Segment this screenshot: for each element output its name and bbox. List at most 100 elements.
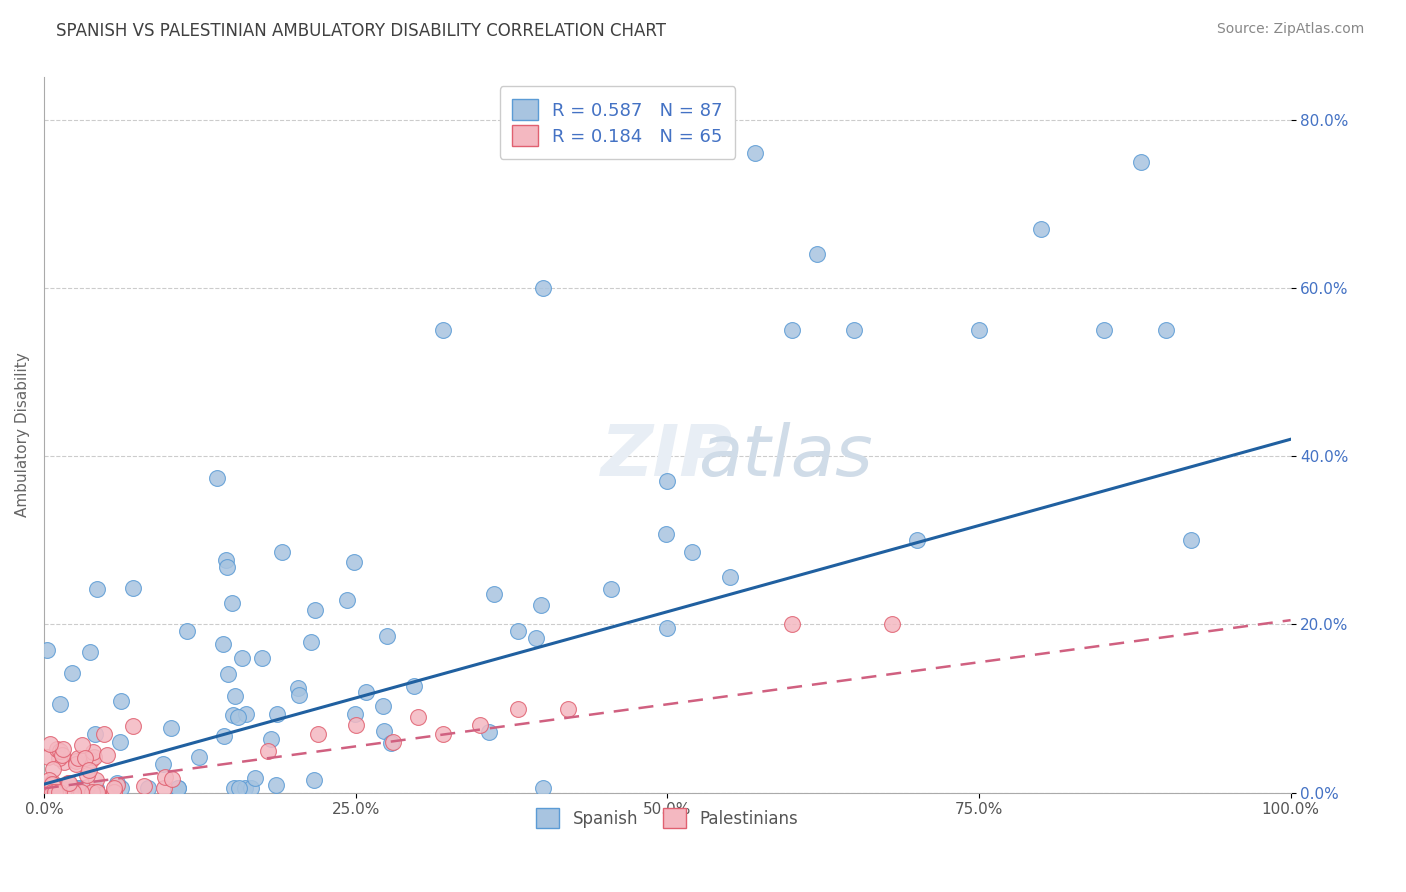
Point	[132, 780, 155, 794]
Point	[657, 621, 679, 635]
Point	[76, 768, 98, 782]
Point	[354, 685, 377, 699]
Point	[1180, 533, 1202, 548]
Point	[243, 771, 266, 785]
Point	[152, 780, 174, 795]
Point	[58, 776, 80, 790]
Point	[406, 710, 429, 724]
Point	[1130, 154, 1153, 169]
Text: Source: ZipAtlas.com: Source: ZipAtlas.com	[1216, 22, 1364, 37]
Point	[84, 772, 107, 787]
Point	[288, 688, 311, 702]
Point	[73, 750, 96, 764]
Point	[375, 629, 398, 643]
Point	[93, 727, 115, 741]
Point	[105, 778, 128, 792]
Point	[250, 651, 273, 665]
Point	[215, 559, 238, 574]
Point	[307, 727, 329, 741]
Point	[65, 757, 87, 772]
Point	[42, 785, 65, 799]
Point	[82, 745, 104, 759]
Point	[103, 785, 125, 799]
Point	[260, 732, 283, 747]
Point	[205, 470, 228, 484]
Point	[432, 727, 454, 741]
Point	[1031, 222, 1053, 236]
Point	[52, 783, 75, 797]
Point	[235, 706, 257, 721]
Point	[744, 146, 766, 161]
Point	[266, 778, 288, 792]
Point	[62, 785, 84, 799]
Point	[49, 744, 72, 758]
Point	[557, 701, 579, 715]
Point	[76, 780, 98, 794]
Point	[70, 781, 93, 796]
Point	[38, 738, 60, 752]
Point	[371, 699, 394, 714]
Point	[103, 780, 125, 795]
Point	[136, 781, 159, 796]
Point	[167, 781, 190, 796]
Point	[60, 666, 83, 681]
Point	[69, 785, 91, 799]
Point	[657, 475, 679, 489]
Point	[70, 738, 93, 752]
Point	[56, 776, 79, 790]
Point	[844, 323, 866, 337]
Point	[48, 698, 70, 712]
Point	[83, 781, 105, 796]
Point	[122, 581, 145, 595]
Point	[86, 785, 108, 799]
Point	[66, 783, 89, 797]
Point	[79, 645, 101, 659]
Point	[373, 724, 395, 739]
Point	[531, 281, 554, 295]
Point	[59, 785, 82, 799]
Point	[38, 773, 60, 788]
Point	[380, 736, 402, 750]
Point	[37, 749, 59, 764]
Point	[53, 755, 76, 769]
Point	[531, 781, 554, 796]
Point	[221, 707, 243, 722]
Point	[46, 742, 69, 756]
Point	[967, 323, 990, 337]
Point	[41, 785, 63, 799]
Point	[62, 781, 84, 796]
Point	[152, 756, 174, 771]
Point	[257, 743, 280, 757]
Point	[65, 755, 87, 769]
Point	[48, 785, 70, 799]
Point	[905, 533, 928, 548]
Point	[86, 785, 108, 799]
Y-axis label: Ambulatory Disability: Ambulatory Disability	[15, 352, 30, 517]
Point	[508, 624, 530, 638]
Point	[160, 772, 183, 786]
Point	[46, 785, 69, 799]
Point	[655, 527, 678, 541]
Point	[304, 602, 326, 616]
Point	[343, 707, 366, 722]
Point	[506, 701, 529, 715]
Point	[63, 781, 86, 796]
Point	[77, 763, 100, 777]
Point	[176, 624, 198, 638]
Point	[42, 785, 65, 799]
Point	[52, 742, 75, 756]
Point	[103, 785, 125, 799]
Point	[780, 323, 803, 337]
Point	[108, 735, 131, 749]
Point	[880, 617, 903, 632]
Point	[188, 750, 211, 764]
Point	[42, 762, 65, 776]
Point	[215, 553, 238, 567]
Point	[336, 593, 359, 607]
Point	[524, 631, 547, 645]
Point	[212, 637, 235, 651]
Point	[233, 781, 256, 796]
Point	[228, 781, 250, 796]
Point	[122, 719, 145, 733]
Point	[83, 727, 105, 741]
